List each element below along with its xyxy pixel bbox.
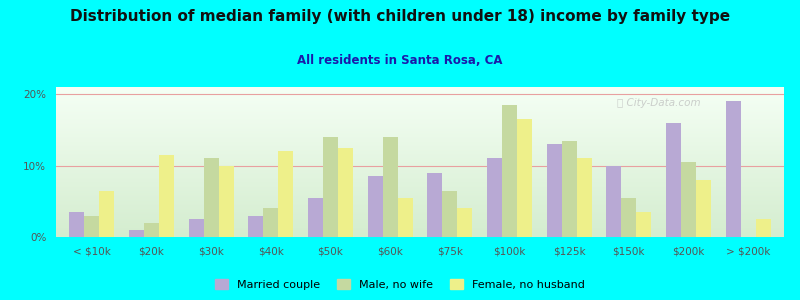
Bar <box>398 198 413 237</box>
Bar <box>218 166 234 237</box>
Bar <box>263 208 278 237</box>
Bar <box>458 208 472 237</box>
Bar <box>338 148 353 237</box>
Bar <box>547 144 562 237</box>
Bar <box>726 101 741 237</box>
Bar <box>606 166 622 237</box>
Text: Distribution of median family (with children under 18) income by family type: Distribution of median family (with chil… <box>70 9 730 24</box>
Bar <box>159 155 174 237</box>
Bar <box>99 190 114 237</box>
Bar <box>442 190 458 237</box>
Legend: Married couple, Male, no wife, Female, no husband: Married couple, Male, no wife, Female, n… <box>210 275 590 294</box>
Bar <box>70 212 84 237</box>
Bar <box>308 198 323 237</box>
Bar <box>756 219 770 237</box>
Bar <box>577 158 591 237</box>
Bar <box>368 176 382 237</box>
Bar <box>323 137 338 237</box>
Bar <box>278 151 293 237</box>
Bar <box>636 212 651 237</box>
Bar <box>144 223 159 237</box>
Bar <box>382 137 398 237</box>
Bar <box>622 198 636 237</box>
Bar <box>487 158 502 237</box>
Bar <box>129 230 144 237</box>
Bar <box>204 158 218 237</box>
Text: All residents in Santa Rosa, CA: All residents in Santa Rosa, CA <box>298 54 502 67</box>
Bar <box>427 173 442 237</box>
Bar <box>696 180 711 237</box>
Bar <box>502 105 517 237</box>
Bar <box>84 216 99 237</box>
Bar <box>249 216 263 237</box>
Text: ⓘ City-Data.com: ⓘ City-Data.com <box>617 98 700 107</box>
Bar <box>681 162 696 237</box>
Bar <box>666 123 681 237</box>
Bar <box>517 119 532 237</box>
Bar <box>562 141 577 237</box>
Bar <box>189 219 204 237</box>
